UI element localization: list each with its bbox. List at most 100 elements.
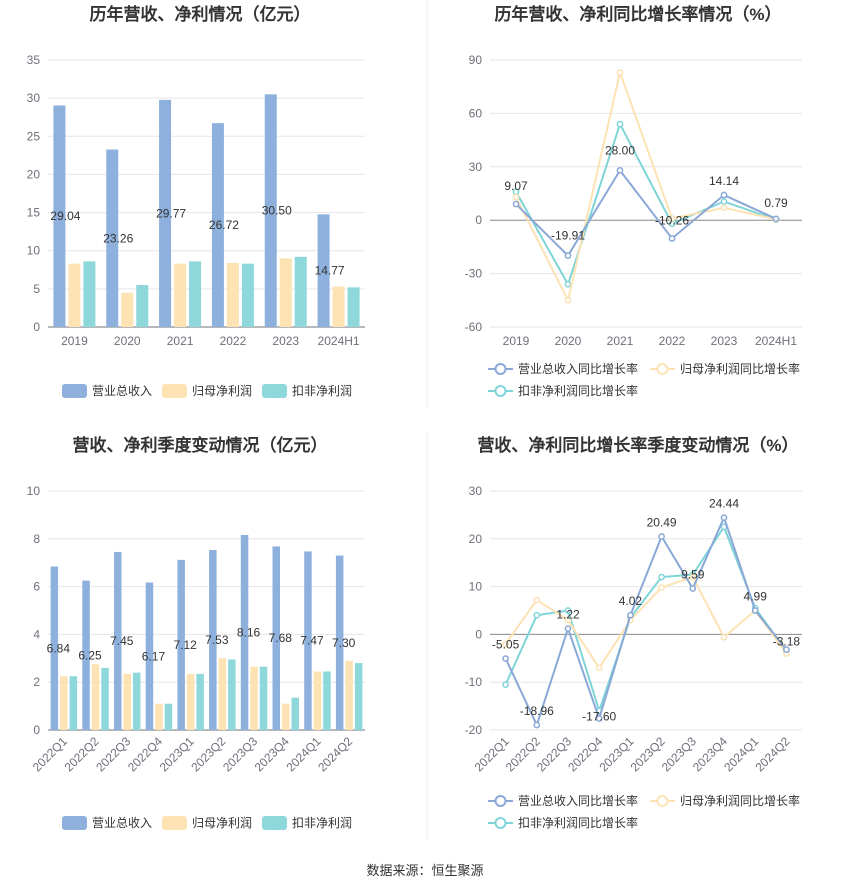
legend-label: 扣非净利润同比增长率 (518, 383, 638, 398)
series-point (720, 198, 728, 205)
legend-label: 归母净利润同比增长率 (680, 793, 800, 808)
series-point (616, 167, 624, 174)
line-value-label: -19.91 (551, 229, 585, 243)
y-tick-label: 30 (27, 91, 41, 105)
x-tick-label: 2019 (503, 334, 530, 348)
bar-deducted-profit (136, 285, 149, 327)
y-tick-label: 60 (469, 106, 483, 120)
series-point (533, 596, 541, 604)
series-point (564, 280, 572, 288)
series-point (627, 611, 634, 619)
annual-bar-chart: 历年营收、净利情况（亿元） 0 5 10 15 20 25 30 35 2019 2020 2021 2… (27, 4, 365, 398)
legend-label: 归母净利润 (192, 816, 252, 830)
series-point (783, 646, 790, 653)
y-tick-label: -60 (465, 320, 483, 334)
legend-swatch-point (494, 385, 507, 397)
bar-value-label: 6.84 (47, 641, 71, 655)
bar-revenue (317, 214, 330, 327)
bar-net-profit (186, 673, 195, 730)
series-point (564, 252, 572, 259)
bar-net-profit (155, 703, 163, 730)
bar-value-label: 7.47 (300, 634, 324, 648)
annual-line-chart: 历年营收、净利同比增长率情况（%） -60 -30 0 30 60 90 2019 2020 20… (465, 4, 802, 398)
bar-net-profit (279, 258, 292, 327)
bar-value-label: 6.17 (142, 649, 166, 663)
bar-deducted-profit (164, 703, 173, 730)
bar-value-label: 7.30 (332, 636, 356, 650)
chart-title: 历年营收、净利情况（亿元） (90, 4, 311, 24)
bar-revenue (53, 105, 66, 328)
x-tick-label: 2020 (555, 334, 582, 348)
bar-revenue (145, 582, 154, 730)
series-point (658, 584, 665, 591)
series-line-revenue (504, 514, 788, 728)
y-tick-label: 0 (475, 213, 482, 227)
bar-value-label: 7.53 (205, 633, 229, 647)
series-point (720, 633, 728, 641)
bar-revenue (264, 94, 277, 327)
bar-deducted-profit (133, 672, 141, 730)
y-tick-label: 5 (33, 282, 40, 296)
series-point (564, 607, 572, 614)
bar-deducted-profit (228, 659, 236, 730)
y-tick-label: 15 (27, 206, 41, 220)
legend-label: 扣非净利润 (292, 384, 352, 398)
y-tick-label: 6 (33, 580, 40, 594)
series-line-deducted-profit (515, 121, 777, 287)
y-tick-label: 0 (33, 320, 40, 334)
legend-swatch (262, 816, 287, 830)
bar-value-label: 7.45 (110, 634, 134, 648)
legend-label: 归母净利润 (192, 384, 252, 398)
legend-swatch-point (494, 795, 507, 807)
series-line-revenue (515, 168, 777, 258)
line-value-label: 14.14 (709, 174, 739, 188)
x-tick-label: 2022 (659, 334, 686, 348)
series-point (533, 611, 541, 619)
legend-swatch (162, 816, 187, 830)
line-value-label: 9.07 (504, 179, 528, 193)
y-tick-label: 2 (33, 675, 40, 689)
bar-net-profit (60, 676, 68, 730)
y-tick-label: 30 (469, 160, 483, 174)
bar-net-profit (121, 292, 134, 327)
x-tick-label: 2024Q2 (752, 734, 792, 774)
bar-net-profit (91, 664, 100, 730)
quarter-line-chart: 营收、净利同比增长率季度变动情况（%）-20-1001020302022Q120… (465, 435, 802, 830)
series-point (502, 640, 509, 648)
legend-swatch (162, 384, 187, 398)
x-tick-label: 2024Q2 (315, 734, 355, 774)
legend-swatch (62, 384, 87, 398)
bar-deducted-profit (83, 261, 96, 327)
series-point (512, 200, 520, 208)
bar-net-profit (174, 263, 187, 327)
bar-net-profit (282, 703, 290, 730)
bar-net-profit (218, 658, 227, 730)
y-tick-label: 10 (27, 484, 41, 498)
bar-revenue (177, 559, 185, 730)
legend-label: 扣非净利润 (292, 816, 352, 830)
series-line-net-profit (504, 575, 788, 670)
y-tick-label: -10 (465, 675, 483, 689)
bar-deducted-profit (294, 256, 307, 327)
legend-label: 归母净利润同比增长率 (680, 361, 800, 376)
bar-deducted-profit (189, 261, 202, 327)
x-tick-label: 2021 (167, 334, 194, 348)
legend-swatch-point (656, 363, 669, 375)
series-point (668, 235, 676, 242)
chart-title: 营收、净利同比增长率季度变动情况（%） (477, 435, 798, 455)
bar-value-label: 8.16 (237, 625, 261, 639)
bar-value-label: 30.50 (262, 204, 292, 218)
y-tick-label: 20 (27, 167, 41, 181)
series-point (720, 204, 728, 212)
bar-deducted-profit (101, 667, 109, 730)
bar-revenue (50, 566, 59, 730)
series-point (751, 607, 759, 614)
series-point (564, 616, 572, 624)
series-line-deducted-profit (504, 524, 788, 715)
line-value-label: -10.26 (655, 213, 689, 227)
line-value-label: 20.49 (647, 515, 677, 529)
y-tick-label: 4 (33, 627, 40, 641)
legend-swatch-point (494, 817, 507, 829)
line-value-label: 1.22 (556, 608, 580, 622)
